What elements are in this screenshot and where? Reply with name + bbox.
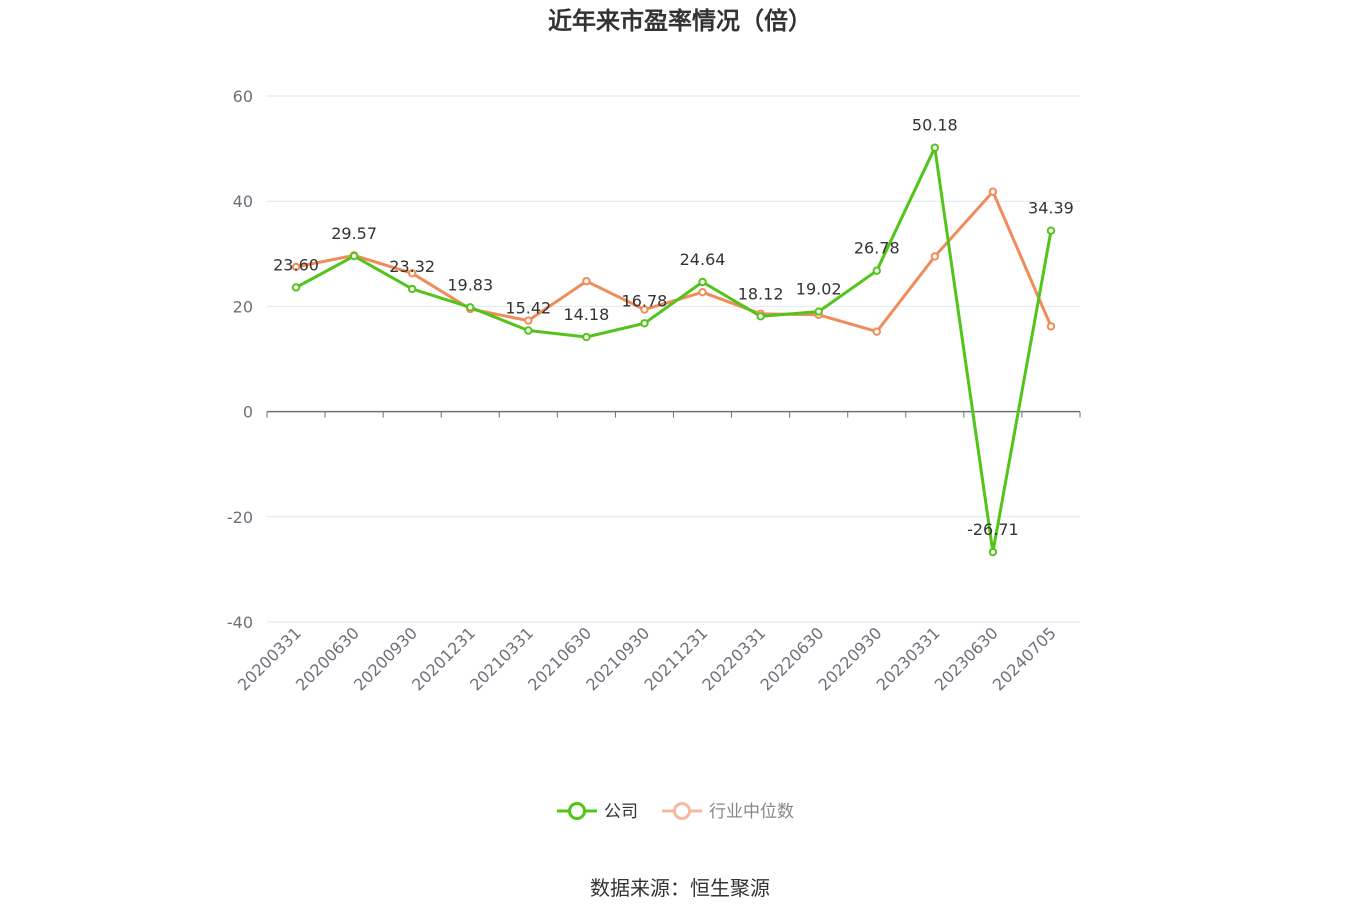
- data-label: 29.57: [331, 224, 377, 243]
- legend-item-1[interactable]: 行业中位数: [662, 802, 794, 822]
- data-label: 18.12: [738, 284, 784, 303]
- data-point-0-7[interactable]: [698, 277, 707, 287]
- data-point-1-12[interactable]: [988, 187, 998, 196]
- legend-circle-icon: [568, 802, 586, 820]
- data-point-0-12[interactable]: [988, 547, 998, 557]
- y-tick-label: -40: [227, 613, 253, 632]
- data-label: 23.32: [389, 257, 435, 276]
- data-point-1-5[interactable]: [582, 276, 591, 286]
- x-tick-label: 20240705: [989, 623, 1060, 694]
- legend-label: 行业中位数: [709, 802, 794, 822]
- data-labels: 23.60 29.57 23.32 19.83 15.42 14.18 16.78 24.64…: [273, 116, 1074, 539]
- series-points: [291, 143, 1056, 557]
- data-label: 15.42: [505, 298, 551, 317]
- grid-lines: [267, 95, 1080, 623]
- y-axis: -40 -20 0 20 40 60: [227, 87, 253, 632]
- data-point-0-1[interactable]: [349, 251, 359, 261]
- data-point-1-4[interactable]: [524, 316, 533, 325]
- chart-title: 近年来市盈率情况（倍）: [548, 7, 812, 35]
- data-point-1-13[interactable]: [1046, 322, 1056, 331]
- data-label: 19.02: [796, 280, 842, 299]
- data-point-0-5[interactable]: [582, 332, 591, 342]
- data-source: 数据来源：恒生聚源: [590, 876, 770, 900]
- data-label: -26.71: [967, 520, 1019, 539]
- x-axis: 2020033120200630202009302020123120210331…: [234, 410, 1081, 694]
- y-tick-label: 20: [233, 297, 253, 316]
- y-tick-label: 60: [233, 87, 253, 106]
- data-label: 14.18: [563, 305, 609, 324]
- data-point-0-6[interactable]: [640, 319, 649, 328]
- data-label: 16.78: [622, 291, 668, 310]
- data-point-1-7[interactable]: [698, 287, 707, 297]
- data-point-1-11[interactable]: [930, 252, 940, 261]
- data-point-1-6[interactable]: [640, 305, 649, 314]
- data-point-0-13[interactable]: [1046, 226, 1056, 235]
- data-point-0-11[interactable]: [930, 143, 940, 152]
- data-point-1-10[interactable]: [872, 327, 881, 336]
- data-label: 24.64: [680, 250, 726, 269]
- data-label: 23.60: [273, 255, 319, 274]
- data-label: 19.83: [447, 275, 493, 294]
- data-point-0-8[interactable]: [756, 312, 765, 321]
- y-tick-label: -20: [227, 508, 253, 527]
- data-point-1-2[interactable]: [407, 269, 417, 278]
- data-point-1-0[interactable]: [291, 262, 301, 272]
- data-label: 50.18: [912, 116, 958, 135]
- series-line-0: [295, 146, 1053, 554]
- data-point-0-0[interactable]: [291, 283, 301, 292]
- data-label: 34.39: [1028, 199, 1074, 218]
- data-point-0-4[interactable]: [524, 326, 533, 335]
- legend-label: 公司: [604, 802, 638, 822]
- data-point-0-2[interactable]: [407, 284, 417, 294]
- data-point-0-9[interactable]: [814, 307, 823, 316]
- y-tick-label: 40: [233, 192, 253, 211]
- data-point-0-3[interactable]: [466, 303, 475, 312]
- legend-item-0[interactable]: 公司: [557, 802, 638, 822]
- data-point-0-10[interactable]: [872, 266, 881, 275]
- y-tick-label: 0: [243, 403, 253, 422]
- legend[interactable]: 公司 行业中位数: [557, 802, 794, 822]
- series-lines: [295, 146, 1053, 554]
- data-label: 26.78: [854, 239, 900, 258]
- legend-circle-icon: [673, 802, 691, 820]
